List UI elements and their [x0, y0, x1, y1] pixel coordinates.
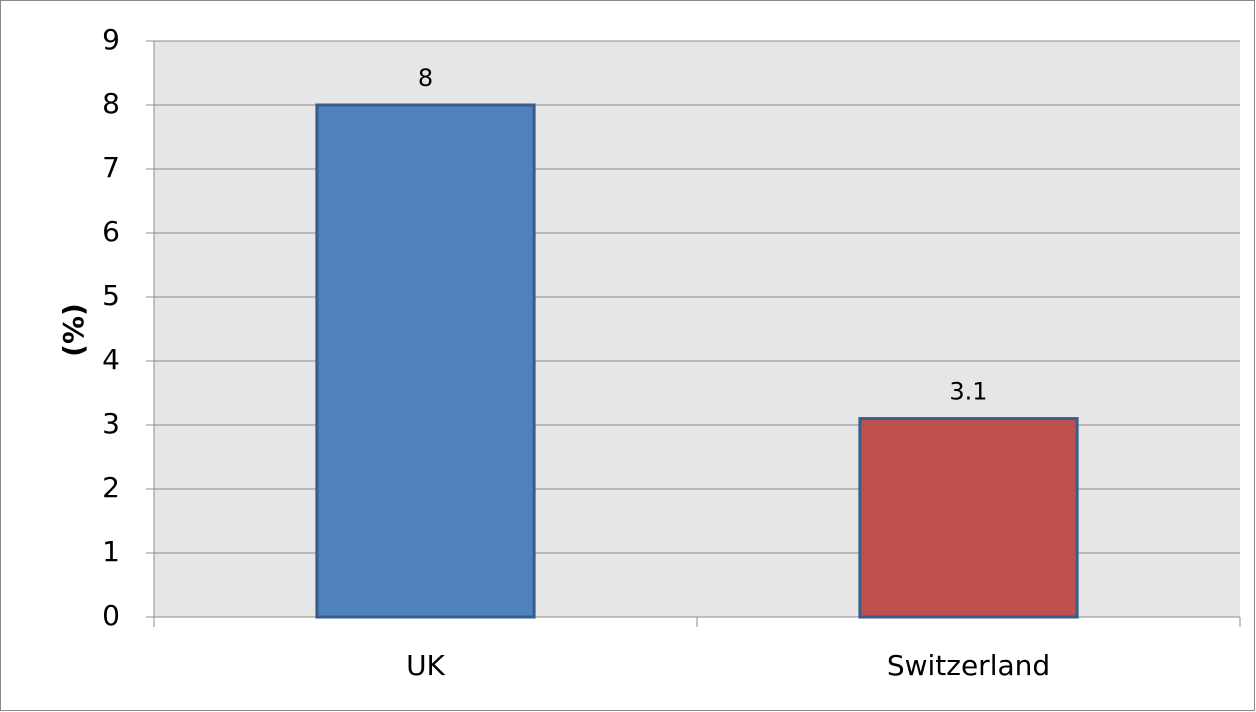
y-tick-label: 3 [102, 407, 120, 440]
y-tick-label: 9 [102, 23, 120, 56]
y-tick-label: 1 [102, 535, 120, 568]
data-label: 8 [418, 64, 433, 92]
bar [858, 417, 1079, 619]
y-tick-label: 7 [102, 151, 120, 184]
bar [315, 103, 536, 619]
data-label: 3.1 [949, 378, 987, 406]
y-tick-label: 4 [102, 343, 120, 376]
x-tick-label: Switzerland [887, 649, 1050, 682]
y-axis-title: (%) [57, 303, 90, 357]
y-tick-label: 5 [102, 279, 120, 312]
y-tick-label: 0 [102, 599, 120, 632]
y-tick-label: 2 [102, 471, 120, 504]
y-tick-label: 6 [102, 215, 120, 248]
x-tick-label: UK [406, 649, 445, 682]
y-tick-label: 8 [102, 87, 120, 120]
